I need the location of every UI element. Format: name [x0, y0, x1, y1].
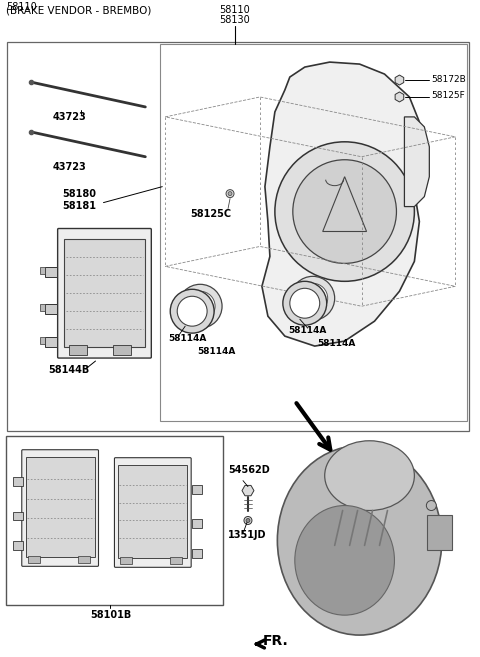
- Text: 58114A: 58114A: [288, 326, 326, 335]
- Text: 58144B: 58144B: [48, 365, 90, 375]
- Bar: [28, 556, 40, 563]
- Text: 58114A: 58114A: [318, 339, 356, 348]
- Bar: [13, 541, 23, 551]
- Circle shape: [228, 192, 232, 196]
- Bar: [192, 520, 202, 528]
- Text: 58110: 58110: [6, 2, 36, 12]
- Ellipse shape: [324, 441, 414, 510]
- Circle shape: [426, 501, 436, 510]
- Text: (BRAKE VENDOR - BREMBO): (BRAKE VENDOR - BREMBO): [6, 5, 151, 15]
- Bar: [119, 464, 187, 558]
- Bar: [120, 557, 132, 564]
- Bar: [160, 44, 467, 421]
- FancyBboxPatch shape: [114, 458, 191, 567]
- Circle shape: [244, 516, 252, 524]
- Text: 58180: 58180: [62, 189, 96, 198]
- Circle shape: [275, 142, 414, 281]
- Text: 43723: 43723: [53, 112, 86, 122]
- Circle shape: [246, 518, 250, 522]
- Text: 58114A: 58114A: [197, 347, 236, 356]
- Bar: [45, 337, 57, 347]
- Text: 58125C: 58125C: [190, 208, 231, 219]
- Bar: [69, 345, 86, 355]
- Bar: [13, 476, 23, 486]
- Ellipse shape: [291, 277, 335, 320]
- Text: FR.: FR.: [263, 634, 288, 648]
- Bar: [40, 267, 45, 275]
- Bar: [40, 337, 45, 344]
- Text: 43723: 43723: [53, 162, 86, 171]
- Bar: [170, 557, 182, 564]
- Bar: [26, 457, 95, 557]
- PathPatch shape: [262, 62, 420, 346]
- Ellipse shape: [290, 288, 320, 318]
- Bar: [40, 304, 45, 311]
- Ellipse shape: [277, 445, 442, 635]
- FancyBboxPatch shape: [22, 450, 98, 566]
- Ellipse shape: [298, 283, 328, 313]
- Text: 58125F: 58125F: [432, 91, 465, 101]
- Bar: [45, 304, 57, 314]
- Ellipse shape: [185, 291, 215, 321]
- Ellipse shape: [177, 296, 207, 326]
- Bar: [64, 239, 145, 347]
- Text: 1351JD: 1351JD: [228, 530, 266, 541]
- Bar: [13, 512, 23, 520]
- Bar: [78, 556, 90, 563]
- Bar: [7, 42, 469, 431]
- Text: 58181: 58181: [62, 200, 96, 211]
- Bar: [113, 345, 132, 355]
- Text: 54562D: 54562D: [228, 464, 270, 474]
- Bar: [427, 516, 452, 551]
- Ellipse shape: [295, 505, 395, 615]
- Text: 58110: 58110: [220, 5, 251, 15]
- Circle shape: [293, 160, 396, 263]
- Bar: [192, 485, 202, 493]
- Text: 58130: 58130: [220, 15, 251, 25]
- Bar: [192, 549, 202, 558]
- Circle shape: [226, 190, 234, 198]
- Ellipse shape: [170, 289, 214, 333]
- Bar: [6, 436, 223, 605]
- Ellipse shape: [178, 284, 222, 328]
- FancyBboxPatch shape: [58, 229, 151, 358]
- Text: 58172B: 58172B: [432, 74, 466, 83]
- Text: 58114A: 58114A: [168, 334, 206, 343]
- Text: 58101B: 58101B: [90, 610, 131, 620]
- PathPatch shape: [405, 117, 429, 206]
- Ellipse shape: [283, 281, 327, 325]
- Bar: [45, 267, 57, 277]
